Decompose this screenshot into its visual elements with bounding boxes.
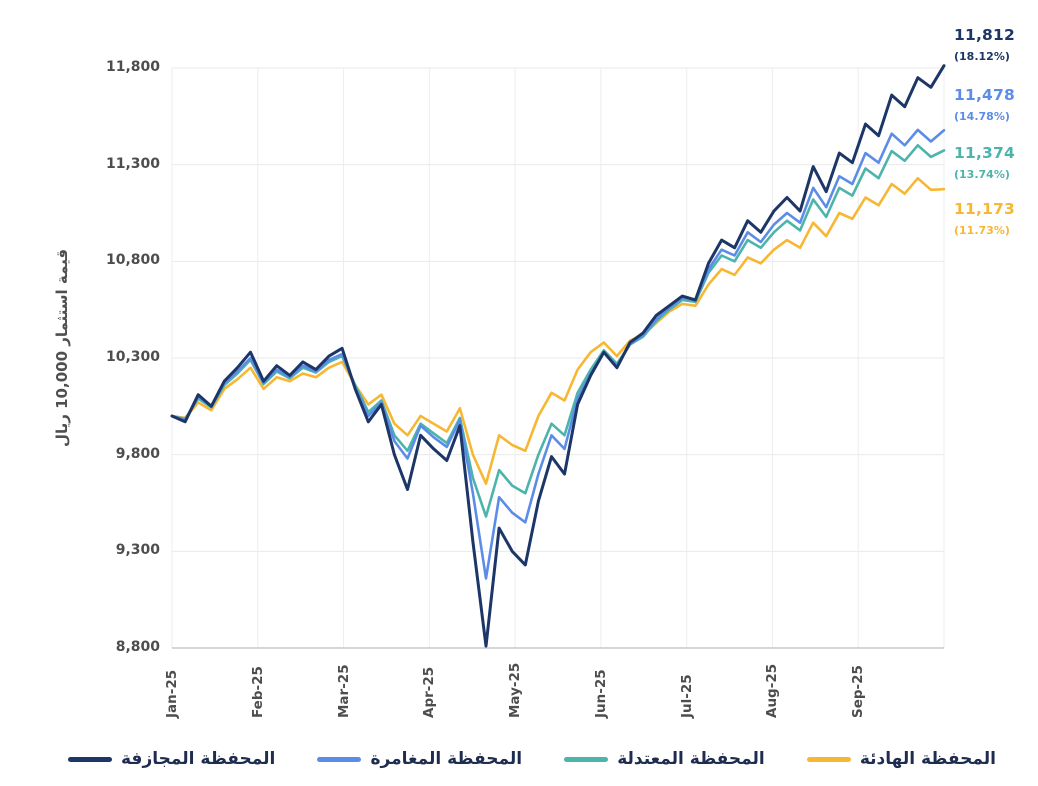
legend-label: المحفظة الهادئة bbox=[859, 749, 996, 769]
line-swatch-icon bbox=[564, 756, 609, 762]
line-swatch-icon bbox=[317, 756, 362, 762]
y-axis-title: قيمة استثمار 10,000 ريال bbox=[53, 248, 71, 448]
series-line-1 bbox=[170, 128, 946, 580]
y-tick-label: 9,800 bbox=[115, 445, 160, 462]
end-value: 11,478 bbox=[954, 86, 1016, 104]
line-swatch-icon bbox=[806, 756, 851, 762]
legend-label: المحفظة المعتدلة bbox=[617, 749, 765, 769]
y-tick-label: 9,300 bbox=[115, 542, 160, 559]
legend-item-calm-portfolio: المحفظة الهادئة bbox=[806, 749, 996, 769]
legend-label: المحفظة المغامرة bbox=[370, 749, 523, 769]
x-tick-label: Feb-25 bbox=[249, 666, 266, 718]
x-tick-label: Jul-25 bbox=[678, 674, 695, 718]
x-tick-label: Sep-25 bbox=[850, 665, 867, 718]
end-value: 11,812 bbox=[954, 26, 1016, 44]
x-tick-label: Jun-25 bbox=[592, 669, 609, 718]
series-line-0 bbox=[170, 64, 946, 648]
legend: المحفظة المجازفة المحفظة المغامرة المحفظ… bbox=[68, 742, 996, 776]
plot-area bbox=[170, 64, 946, 649]
legend-item-risky-portfolio: المحفظة المجازفة bbox=[68, 749, 275, 769]
y-tick-label: 10,300 bbox=[105, 349, 160, 365]
end-label-adventurous-portfolio: 11,478 (14.78%) bbox=[954, 86, 1036, 123]
x-tick-label: Apr-25 bbox=[421, 666, 438, 718]
end-percent: (14.78%) bbox=[954, 110, 1010, 123]
y-tick-label: 11,300 bbox=[105, 155, 160, 172]
legend-item-moderate-portfolio: المحفظة المعتدلة bbox=[564, 749, 765, 769]
end-percent: (18.12%) bbox=[954, 50, 1010, 63]
end-percent: (13.74%) bbox=[954, 168, 1010, 181]
end-value: 11,374 bbox=[954, 144, 1016, 162]
series-line-3 bbox=[170, 176, 946, 486]
y-tick-label: 11,800 bbox=[105, 59, 160, 75]
x-tick-label: Mar-25 bbox=[335, 664, 352, 718]
legend-label: المحفظة المجازفة bbox=[121, 749, 276, 769]
x-tick-label: Jan-25 bbox=[164, 669, 180, 718]
end-label-calm-portfolio: 11,173 (11.73%) bbox=[954, 200, 1036, 237]
series-line-2 bbox=[170, 144, 946, 518]
y-tick-label: 8,800 bbox=[115, 639, 160, 655]
end-label-moderate-portfolio: 11,374 (13.74%) bbox=[954, 144, 1036, 181]
end-value: 11,173 bbox=[954, 200, 1016, 218]
end-percent: (11.73%) bbox=[954, 224, 1010, 237]
x-tick-label: May-25 bbox=[507, 662, 524, 718]
x-tick-label: Aug-25 bbox=[764, 663, 781, 718]
y-tick-label: 10,800 bbox=[105, 252, 160, 269]
legend-item-adventurous-portfolio: المحفظة المغامرة bbox=[317, 749, 522, 769]
end-label-risky-portfolio: 11,812 (18.12%) bbox=[954, 26, 1036, 63]
line-swatch-icon bbox=[68, 756, 112, 762]
